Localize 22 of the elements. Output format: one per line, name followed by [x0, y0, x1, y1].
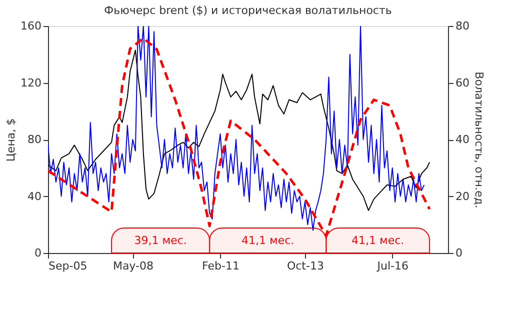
x-tick-label: Feb-11 — [202, 260, 240, 272]
band-label: 39,1 мес. — [134, 234, 187, 247]
y-tick-label: 120 — [20, 76, 42, 90]
x-tick-label: Sep-05 — [48, 260, 88, 272]
band-label: 41,1 мес. — [352, 234, 404, 247]
y-tick-label: 40 — [28, 190, 42, 203]
x-tick-label: Oct-13 — [286, 260, 324, 272]
y-tick-label: 0 — [34, 246, 42, 260]
x-tick-label: May-08 — [112, 260, 154, 272]
line-series — [48, 50, 430, 211]
x-tick-label: Jul-16 — [376, 260, 408, 272]
y2-tick-label: 20 — [456, 190, 470, 203]
y2-tick-label: 40 — [456, 133, 470, 146]
chart-title: Фьючерс brent ($) и историческая волатильность — [104, 4, 392, 17]
y-axis-title: Цена, $ — [4, 118, 18, 162]
y-tick-label: 160 — [20, 20, 42, 32]
y2-tick-label: 80 — [456, 20, 470, 32]
band-label: 41,1 мес. — [242, 234, 294, 247]
y2-tick-label: 0 — [456, 246, 462, 260]
y2-tick-label: 60 — [456, 76, 470, 90]
y-tick-label: 80 — [28, 133, 42, 146]
y2-axis-title: Волатильность, отн.ед. — [472, 72, 486, 208]
